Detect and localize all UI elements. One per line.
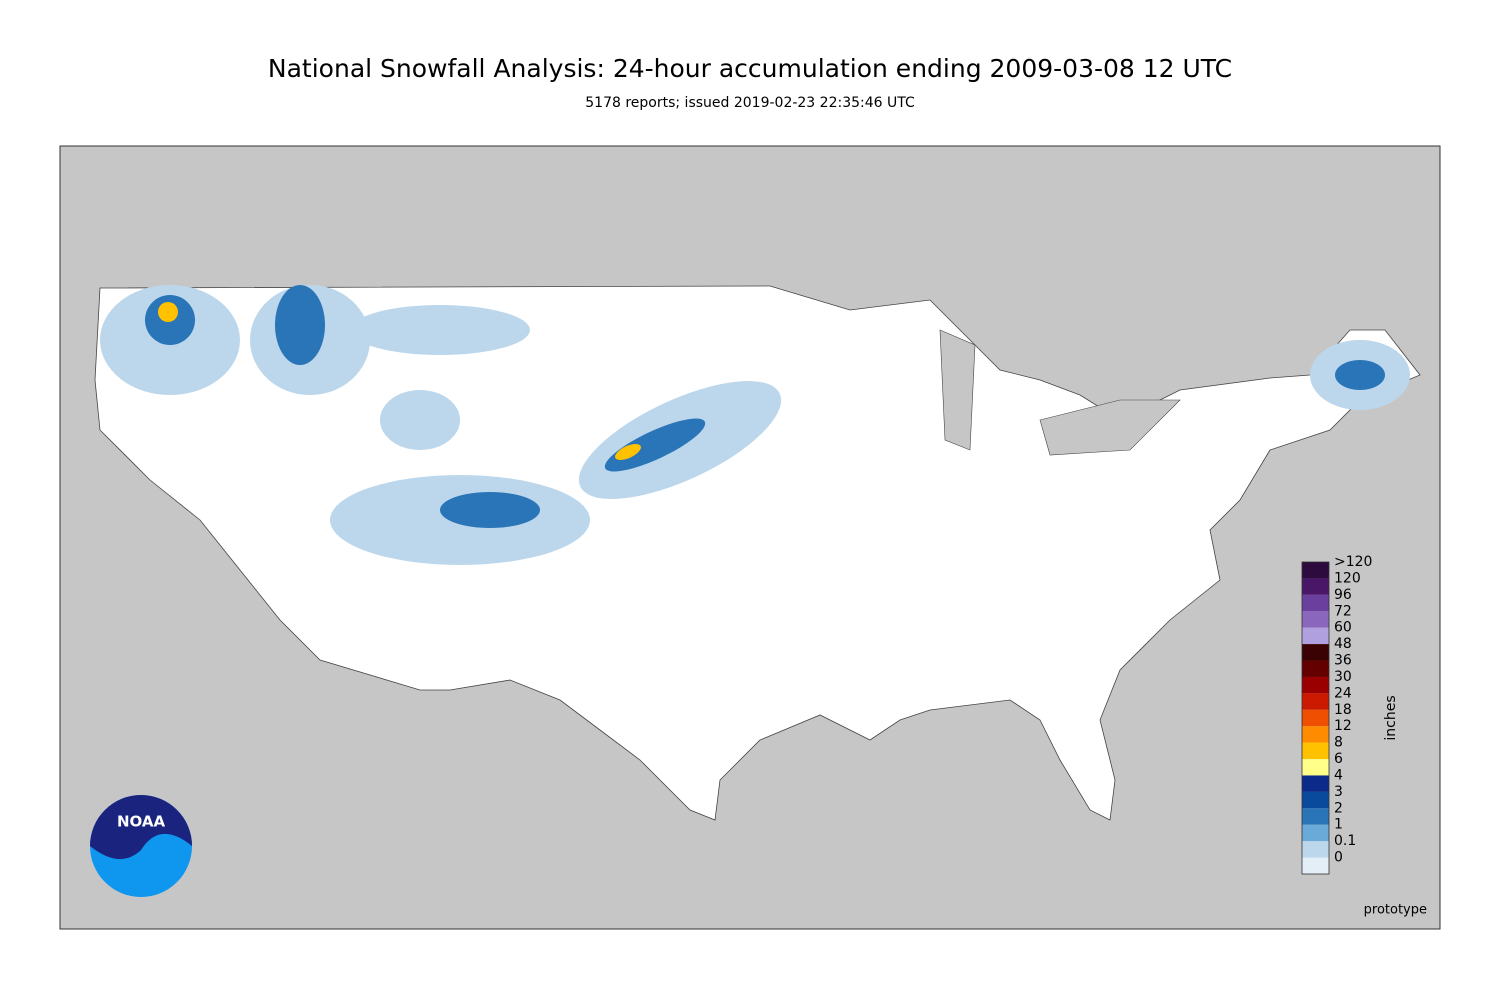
legend-label: 8 <box>1334 735 1343 751</box>
legend-border <box>1301 561 1330 875</box>
snow-mid <box>145 285 1385 528</box>
legend-label: 48 <box>1334 636 1352 652</box>
noaa-logo: NOAA <box>90 795 192 897</box>
legend-label: 6 <box>1334 751 1343 767</box>
note: prototype <box>1364 903 1427 918</box>
legend-label: 18 <box>1334 702 1352 718</box>
legend-swatch <box>1302 578 1329 595</box>
legend-label: 2 <box>1334 800 1343 816</box>
legend-swatch <box>1302 709 1329 727</box>
legend-swatch <box>1302 759 1329 776</box>
map: NOAA prototype <box>59 145 1441 930</box>
legend-label: 1 <box>1334 817 1343 833</box>
legend-swatch <box>1302 824 1329 842</box>
legend-swatch <box>1302 742 1329 760</box>
legend-label: 30 <box>1334 669 1352 685</box>
legend-label: 24 <box>1334 685 1352 701</box>
legend-label: >120 <box>1334 554 1372 570</box>
legend-swatch <box>1302 562 1329 579</box>
legend-swatch <box>1302 775 1329 792</box>
legend-swatch <box>1302 644 1329 661</box>
legend-swatch <box>1302 791 1329 809</box>
legend-swatch <box>1302 693 1329 710</box>
logo-text: NOAA <box>117 813 166 831</box>
great-lakes <box>939 329 1181 456</box>
legend-label: 12 <box>1334 718 1352 734</box>
legend-swatch <box>1302 594 1329 612</box>
title: National Snowfall Analysis: 24-hour accu… <box>268 54 1232 83</box>
legend-label: 4 <box>1334 767 1343 783</box>
legend-swatch <box>1302 808 1329 825</box>
legend-label: 60 <box>1334 620 1352 636</box>
legend-label: 96 <box>1334 587 1352 603</box>
legend-swatch <box>1302 841 1329 858</box>
legend-label: 120 <box>1334 570 1361 586</box>
legend-swatch <box>1302 660 1329 677</box>
legend-swatch <box>1302 627 1329 645</box>
legend-swatch <box>1302 857 1329 874</box>
snow-heavy <box>615 443 641 461</box>
legend-label: 0.1 <box>1334 833 1356 849</box>
legend-label: 0 <box>1334 850 1343 866</box>
legend-swatch <box>1302 676 1329 694</box>
legend-swatch <box>1302 611 1329 628</box>
legend-swatch <box>1302 726 1329 743</box>
legend-unit: inches <box>1383 695 1399 740</box>
legend-label: 3 <box>1334 784 1343 800</box>
legend-label: 36 <box>1334 653 1352 669</box>
subtitle: 5178 reports; issued 2019-02-23 22:35:46… <box>585 95 915 111</box>
legend-label: 72 <box>1334 603 1352 619</box>
snow-heavy <box>158 302 178 322</box>
